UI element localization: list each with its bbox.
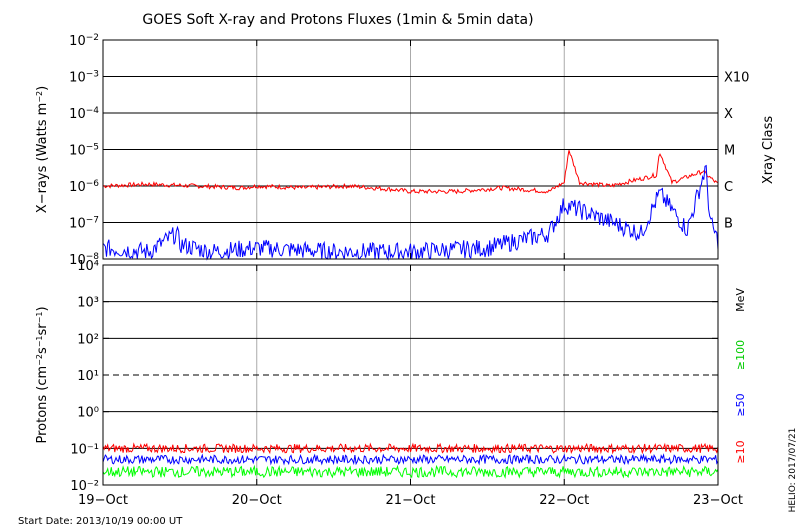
x-tick-label: 22−Oct <box>539 493 589 508</box>
y-tick-label: 10² <box>77 332 99 347</box>
series-line <box>102 164 719 261</box>
start-date-label: Start Date: 2013/10/19 00:00 UT <box>18 516 183 527</box>
xray-class-label: X10 <box>724 71 749 86</box>
energy-label: MeV <box>734 288 747 312</box>
y-tick-label: 10−4 <box>69 106 99 122</box>
y-tick-label: 10−7 <box>69 216 99 232</box>
y-tick-label: 10⁰ <box>77 406 99 421</box>
y-axis-label: Protons (cm−2s−1sr−1) <box>35 306 51 443</box>
xray-class-label: X <box>724 107 733 122</box>
y-tick-label: 10−6 <box>69 179 99 195</box>
chart-title: GOES Soft X-ray and Protons Fluxes (1min… <box>142 12 533 28</box>
series-line <box>102 464 719 480</box>
right-axis-label: Xray Class <box>761 116 776 184</box>
y-tick-label: 10⁻¹ <box>70 442 99 457</box>
y-tick-label: 10−2 <box>69 33 99 49</box>
credit-label: HELIO: 2017/07/21 <box>788 428 798 513</box>
series-line <box>102 442 719 455</box>
y-tick-label: 10⁻² <box>70 479 99 494</box>
y-tick-label: 10−5 <box>69 143 99 159</box>
proton-panel: 10⁻² 10⁻¹ 10⁰ 10¹ 10² 10³ 10⁴ Protons (cm−2s−1s… <box>35 259 748 508</box>
y-tick-label: 10−3 <box>69 70 99 86</box>
series-line <box>102 150 719 195</box>
series-line <box>102 453 719 466</box>
energy-label: ≥50 <box>734 393 747 416</box>
x-tick-label: 20−Oct <box>232 493 282 508</box>
y-axis-label: X−rays (Watts m−2) <box>35 86 51 213</box>
xray-class-label: B <box>724 217 733 232</box>
x-tick-label: 19−Oct <box>78 493 128 508</box>
xray-class-label: M <box>724 144 735 159</box>
energy-label: ≥100 <box>734 340 747 370</box>
energy-label: ≥10 <box>734 440 747 463</box>
y-tick-label: 10¹ <box>77 369 99 384</box>
xray-panel: 10−810−710−610−510−410−310−2X−rays (Watt… <box>35 33 777 268</box>
x-tick-label: 23−Oct <box>693 493 743 508</box>
xray-class-label: C <box>724 180 733 195</box>
x-tick-label: 21−Oct <box>386 493 436 508</box>
y-tick-label: 10³ <box>77 296 99 311</box>
y-tick-label: 10⁴ <box>77 259 99 274</box>
